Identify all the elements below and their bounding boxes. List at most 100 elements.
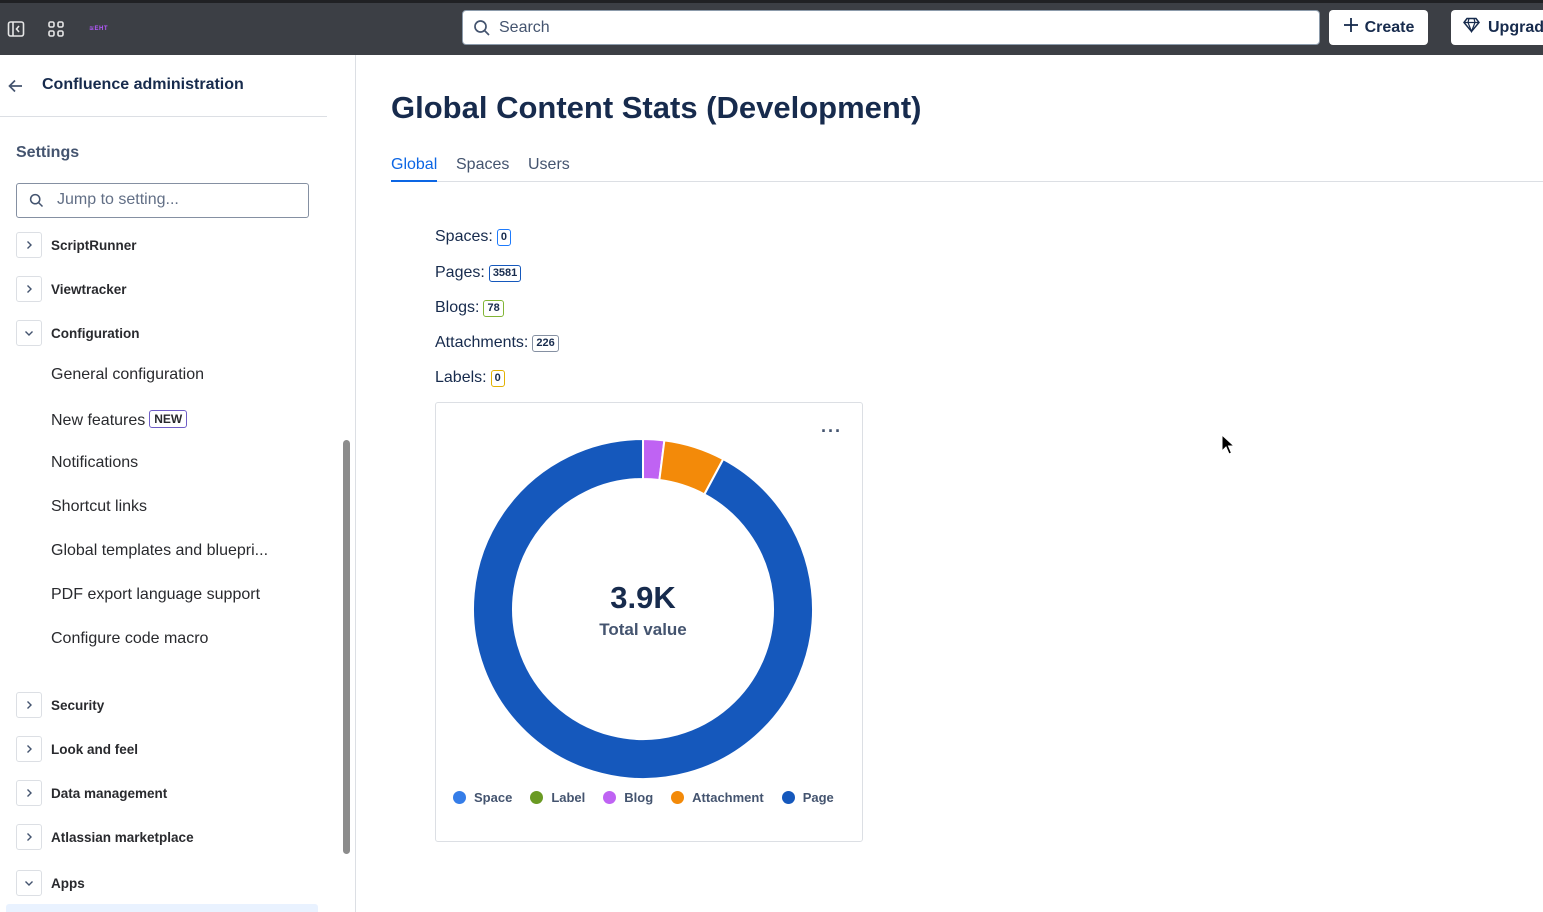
chevron-down-icon[interactable] — [16, 870, 42, 896]
page-title: Global Content Stats (Development) — [391, 90, 922, 125]
stat-attachments: Attachments: 226 — [435, 334, 559, 352]
legend-label: Label — [551, 790, 586, 805]
sidebar-group-label: ScriptRunner — [51, 237, 137, 253]
app-switcher-icon[interactable] — [44, 17, 68, 41]
sidebar-group-label: Atlassian marketplace — [51, 829, 194, 845]
chevron-right-icon[interactable] — [16, 736, 42, 762]
stat-count-badge: 0 — [490, 369, 505, 387]
stat-count-badge: 226 — [532, 334, 559, 352]
sidebar-scrollbar[interactable] — [343, 440, 350, 854]
legend-item-blog[interactable]: Blog — [603, 790, 653, 805]
jump-to-setting-input[interactable]: Jump to setting... — [16, 183, 309, 218]
tab-bar: Global Spaces Users — [391, 153, 1543, 182]
stat-spaces: Spaces: 0 — [435, 228, 511, 246]
legend-dot-icon — [671, 791, 685, 804]
stat-label: Pages: — [435, 264, 485, 281]
sidebar-group-configuration[interactable]: Configuration — [16, 319, 139, 347]
jump-to-setting-placeholder: Jump to setting... — [57, 191, 179, 208]
donut-chart-card: ··· 3.9K Total value Space Label Blog Attac… — [435, 402, 863, 842]
stat-label: Attachments: — [435, 334, 529, 351]
sidebar-group-look-and-feel[interactable]: Look and feel — [16, 735, 138, 763]
sidebar-group-apps[interactable]: Apps — [16, 869, 85, 897]
legend-label: Attachment — [692, 790, 764, 805]
sidebar-group-viewtracker[interactable]: Viewtracker — [16, 275, 127, 303]
chart-total-label: Total value — [599, 620, 687, 639]
create-label: Create — [1364, 18, 1415, 36]
sidebar-item-pdf-export-language[interactable]: PDF export language support — [51, 586, 261, 603]
legend-dot-icon — [453, 791, 466, 804]
sidebar-group-label: Data management — [51, 785, 168, 801]
stat-label: Spaces: — [435, 228, 493, 245]
chevron-right-icon[interactable] — [16, 692, 42, 718]
sidebar-group-label: Security — [51, 697, 105, 713]
more-options-icon[interactable]: ··· — [821, 421, 842, 441]
sidebar-item-notifications[interactable]: Notifications — [51, 454, 139, 471]
legend-dot-icon — [530, 791, 544, 804]
admin-sidebar: Confluence administration Settings Jump … — [0, 55, 356, 912]
create-button[interactable]: Create — [1329, 10, 1428, 45]
stat-count-badge: 3581 — [488, 264, 522, 282]
sidebar-item-global-templates[interactable]: Global templates and bluepri... — [51, 542, 269, 559]
tab-spaces[interactable]: Spaces — [456, 156, 510, 173]
tab-users[interactable]: Users — [528, 156, 570, 173]
chevron-right-icon[interactable] — [16, 824, 42, 850]
legend-item-space[interactable]: Space — [453, 790, 512, 805]
sidebar-group-security[interactable]: Security — [16, 691, 104, 719]
legend-label: Space — [474, 790, 513, 805]
sidebar-group-label: Look and feel — [51, 741, 139, 757]
sidebar-title: Confluence administration — [42, 76, 244, 93]
sidebar-item-label: New features — [51, 412, 146, 429]
stat-blogs: Blogs: 78 — [435, 299, 504, 317]
sidebar-group-scriptrunner[interactable]: ScriptRunner — [16, 231, 137, 259]
sidebar-item-general-configuration[interactable]: General configuration — [51, 366, 204, 383]
chevron-right-icon[interactable] — [16, 232, 42, 258]
legend-item-label[interactable]: Label — [530, 790, 585, 805]
chevron-right-icon[interactable] — [16, 276, 42, 302]
upgrade-label: Upgrade — [1488, 18, 1543, 36]
chart-legend: Space Label Blog Attachment Page — [453, 790, 834, 805]
stat-count-badge: 0 — [496, 228, 511, 246]
sidebar-item-configure-code-macro[interactable]: Configure code macro — [51, 630, 209, 647]
search-placeholder: Search — [499, 19, 550, 36]
sidebar-item-new-features[interactable]: New features NEW — [51, 410, 188, 430]
settings-heading: Settings — [16, 144, 80, 161]
main-content: Global Content Stats (Development) Globa… — [356, 55, 1543, 912]
search-icon — [29, 193, 44, 213]
sidebar-toggle-icon[interactable] — [4, 17, 28, 41]
search-icon — [473, 19, 491, 42]
chevron-right-icon[interactable] — [16, 780, 42, 806]
legend-dot-icon — [603, 791, 617, 804]
stat-count-badge: 78 — [483, 299, 504, 317]
mouse-cursor-icon — [1221, 433, 1236, 461]
stat-pages: Pages: 3581 — [435, 264, 522, 282]
donut-chart: 3.9K Total value — [472, 437, 814, 780]
sidebar-group-label: Configuration — [51, 325, 140, 341]
search-input[interactable]: Search — [462, 10, 1320, 45]
chart-total-value: 3.9K — [610, 580, 676, 615]
legend-item-page[interactable]: Page — [781, 790, 834, 805]
gem-icon — [1463, 17, 1480, 38]
upgrade-button[interactable]: Upgrade — [1451, 10, 1543, 45]
sidebar-item-shortcut-links[interactable]: Shortcut links — [51, 498, 148, 515]
sidebar-header: Confluence administration — [0, 55, 327, 117]
stat-labels: Labels: 0 — [435, 369, 505, 387]
chevron-down-icon[interactable] — [16, 320, 42, 346]
sidebar-group-data-management[interactable]: Data management — [16, 779, 167, 807]
logo-icon[interactable]: ≋EHT — [89, 26, 109, 32]
legend-item-attachment[interactable]: Attachment — [671, 790, 764, 805]
legend-label: Page — [802, 790, 834, 805]
legend-dot-icon — [781, 791, 795, 804]
tab-global[interactable]: Global — [391, 156, 438, 182]
legend-label: Blog — [624, 790, 654, 805]
plus-icon — [1343, 17, 1359, 38]
stat-label: Blogs: — [435, 299, 480, 316]
donut-slice-page[interactable] — [472, 437, 814, 780]
sidebar-group-label: Apps — [51, 875, 85, 891]
new-badge: NEW — [149, 410, 188, 428]
sidebar-group-label: Viewtracker — [51, 281, 127, 297]
back-arrow-icon[interactable] — [6, 76, 26, 101]
top-navigation-bar: ≋EHT Search Create Upgrade — [0, 0, 1543, 55]
stat-label: Labels: — [435, 369, 487, 386]
sidebar-group-atlassian-marketplace[interactable]: Atlassian marketplace — [16, 823, 194, 851]
selected-item-highlight[interactable] — [6, 904, 318, 912]
